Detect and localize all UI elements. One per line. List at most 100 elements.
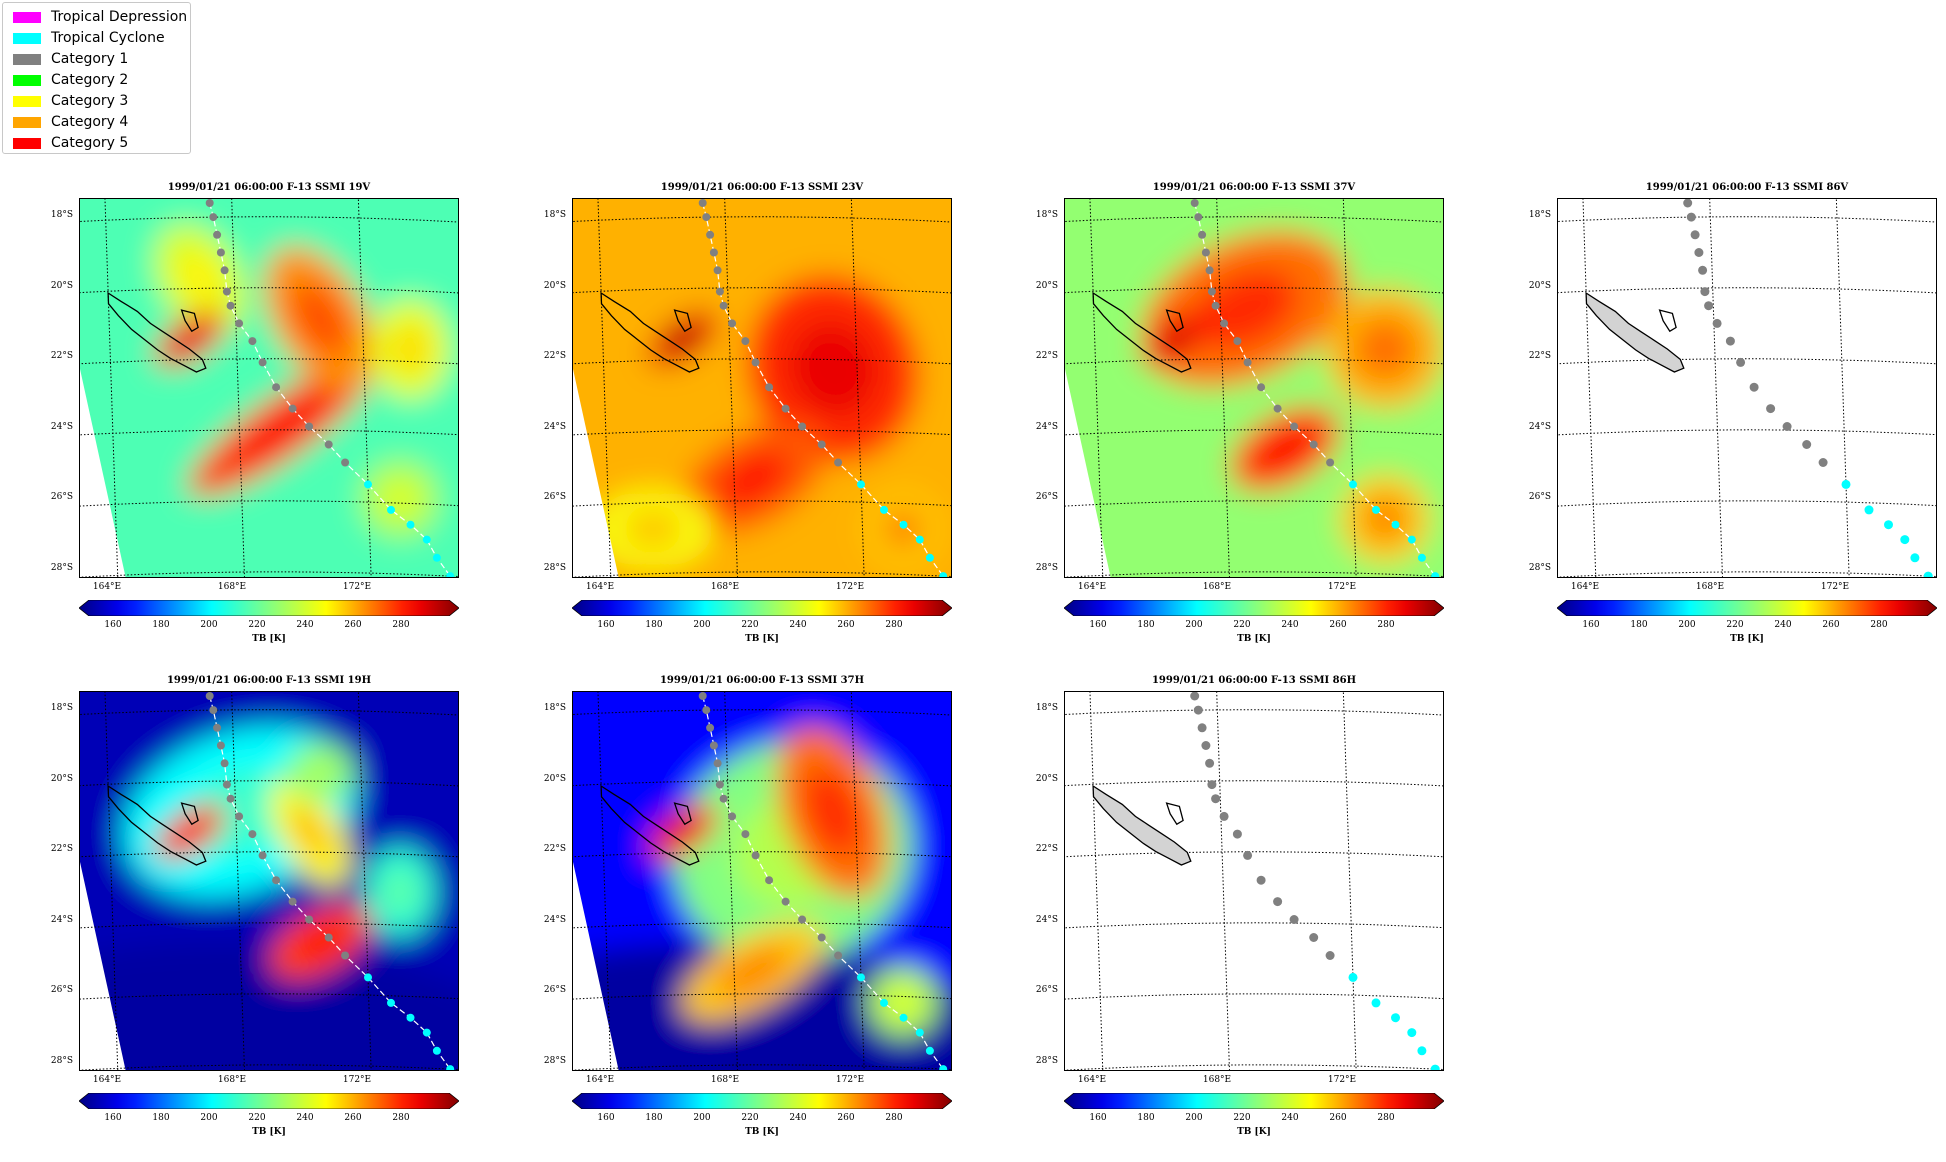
lon-label: 164°E [92, 1075, 122, 1085]
colorbar-tick: 180 [152, 1113, 170, 1123]
track-point [406, 1013, 415, 1022]
colorbar-tick: 280 [1377, 1113, 1395, 1123]
track-point [248, 337, 257, 346]
legend: Tropical Depression Tropical Cyclone Categ… [2, 2, 191, 154]
legend-label: Category 4 [51, 114, 129, 130]
colorbar-tick: 260 [1329, 1113, 1347, 1123]
track-point [880, 505, 888, 514]
legend-item: Category 2 [13, 72, 128, 88]
legend-label: Category 2 [51, 72, 129, 88]
track-point [1309, 933, 1319, 942]
colorbar-tick: 200 [200, 620, 218, 630]
track-point [1190, 199, 1199, 207]
track-point [1725, 336, 1735, 346]
colorbar [1557, 600, 1937, 616]
track-point [1749, 382, 1759, 392]
track-point [1704, 301, 1714, 311]
track-point [205, 692, 214, 700]
colorbar-label: TB [K] [1237, 1127, 1271, 1137]
colorbar-tick: 260 [837, 620, 855, 630]
track-point [1273, 404, 1282, 413]
track-point [258, 358, 267, 367]
colorbar-tick: 260 [837, 1113, 855, 1123]
lat-label: 28°S [1035, 562, 1058, 573]
colorbar-tick: 240 [1281, 620, 1299, 630]
colorbar-tick: 280 [392, 620, 410, 630]
track-point [939, 572, 948, 577]
track-point [1243, 358, 1252, 367]
track-point [258, 851, 267, 860]
track-point [1864, 505, 1874, 515]
track-point [1818, 458, 1828, 467]
lon-label: 172°E [342, 582, 372, 592]
track-point [915, 1028, 924, 1037]
track-point [857, 480, 865, 489]
colorbar [1064, 1093, 1444, 1109]
legend-label: Category 5 [51, 135, 129, 151]
track-point [1219, 811, 1229, 821]
colorbar-tick: 180 [645, 620, 663, 630]
map-svg [573, 692, 951, 1070]
track-point [1698, 265, 1708, 275]
track-point [741, 337, 750, 346]
track-point [765, 383, 774, 392]
colorbar-tick: 180 [1630, 620, 1648, 630]
colorbar-label: TB [K] [252, 1127, 286, 1137]
track-point [1207, 780, 1217, 790]
lat-label: 22°S [50, 844, 73, 854]
map-area [1064, 691, 1444, 1071]
track-point [817, 933, 826, 942]
lat-label: 20°S [1035, 280, 1058, 291]
lon-label: 172°E [1327, 1075, 1357, 1085]
track-point [1232, 829, 1242, 839]
track-point [213, 723, 222, 732]
track-point [341, 458, 350, 467]
colorbar-label: TB [K] [745, 634, 779, 644]
track-point [387, 998, 395, 1007]
map-panel-86h: 1999/01/21 06:00:00 F-13 SSMI 86H 18°S 20°… [1036, 675, 1444, 1145]
colorbar-tick: 220 [741, 1113, 759, 1123]
lat-label: 28°S [1528, 562, 1551, 573]
track-point [387, 505, 395, 514]
lat-label: 26°S [543, 492, 566, 502]
lon-label: 172°E [1820, 582, 1850, 592]
island-outline [1092, 291, 1192, 373]
panel-title: 1999/01/21 06:00:00 F-13 SSMI 23V [660, 182, 864, 193]
track-point [781, 404, 790, 413]
colorbar [1064, 600, 1444, 616]
track-point [1257, 383, 1266, 392]
legend-item: Category 3 [13, 93, 128, 109]
track-point [1430, 1064, 1440, 1070]
colorbar-label: TB [K] [252, 634, 286, 644]
track-point [305, 422, 314, 431]
legend-item: Tropical Cyclone [13, 30, 165, 46]
track-point [1190, 692, 1200, 701]
track-point [709, 741, 718, 750]
lon-label: 172°E [835, 582, 865, 592]
lon-label: 164°E [92, 582, 122, 592]
island-outline [107, 784, 207, 866]
islet-outline [180, 309, 199, 333]
track-point [834, 458, 843, 467]
track-point [702, 706, 711, 715]
track-point [1884, 520, 1893, 530]
map-area [572, 198, 952, 578]
track-point [715, 287, 724, 296]
track-point [364, 973, 372, 982]
track-point [1802, 440, 1812, 449]
legend-label: Tropical Depression [51, 9, 188, 25]
colorbar-tick: 240 [1281, 1113, 1299, 1123]
track-point [446, 1065, 455, 1070]
track-point [1407, 535, 1416, 544]
track-point [1348, 972, 1358, 982]
track-point [798, 422, 807, 431]
track-point [817, 440, 826, 449]
lon-label: 168°E [217, 1075, 247, 1085]
legend-swatch [13, 137, 41, 149]
track-point [220, 759, 229, 768]
map-svg [1558, 199, 1936, 577]
track-point [765, 876, 774, 885]
legend-item: Category 1 [13, 51, 128, 67]
colorbar-tick: 260 [1822, 620, 1840, 630]
map-svg [1065, 199, 1443, 577]
